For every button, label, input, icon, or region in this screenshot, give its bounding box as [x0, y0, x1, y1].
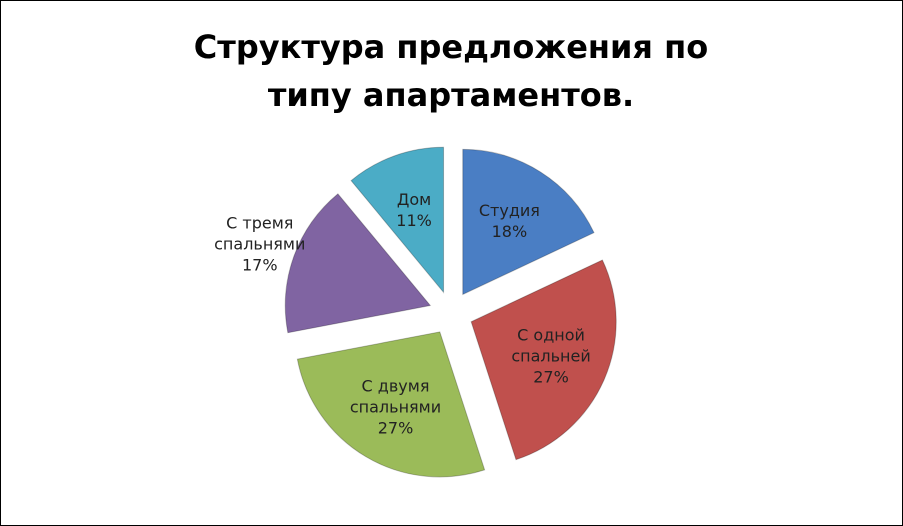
- slice-label: Студия 18%: [454, 200, 564, 242]
- value-label: 27%: [377, 418, 414, 438]
- chart-title: Структура предложения по типу апартамент…: [193, 28, 709, 114]
- slice-label: С тремя спальнями 17%: [205, 213, 315, 276]
- category-label: С двумя спальнями: [349, 376, 442, 417]
- pie-slice: [462, 148, 595, 296]
- category-label: С одной спальней: [511, 325, 591, 366]
- value-label: 17%: [241, 255, 278, 275]
- pie-slice: [284, 193, 432, 334]
- slice-label: С одной спальней 27%: [496, 325, 606, 388]
- category-label: С тремя спальнями: [214, 213, 306, 254]
- value-label: 18%: [491, 221, 528, 241]
- slice-label: С двумя спальнями 27%: [341, 375, 451, 438]
- pie-slice: [350, 146, 445, 294]
- slice-label: Дом 11%: [359, 189, 469, 231]
- value-label: 11%: [396, 211, 432, 231]
- category-label: Студия: [478, 200, 540, 220]
- value-label: 27%: [533, 367, 569, 387]
- pie-slice: [470, 259, 617, 461]
- category-label: Дом: [396, 190, 432, 210]
- pie-slice: [296, 331, 486, 478]
